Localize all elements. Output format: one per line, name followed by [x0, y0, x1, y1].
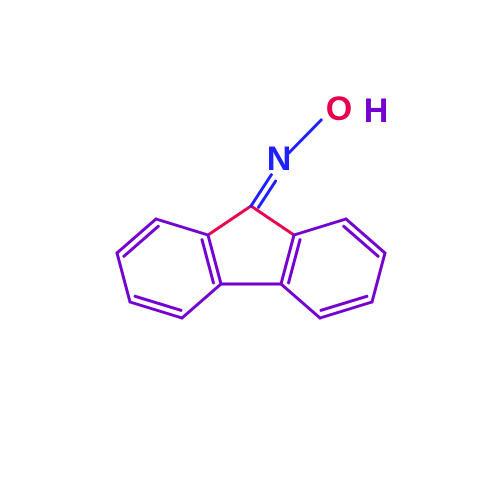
atom-label-h: H	[364, 92, 389, 130]
molecule-diagram: NOH	[0, 0, 500, 500]
atom-label-o: O	[326, 90, 352, 128]
atom-label-n: N	[267, 140, 292, 178]
